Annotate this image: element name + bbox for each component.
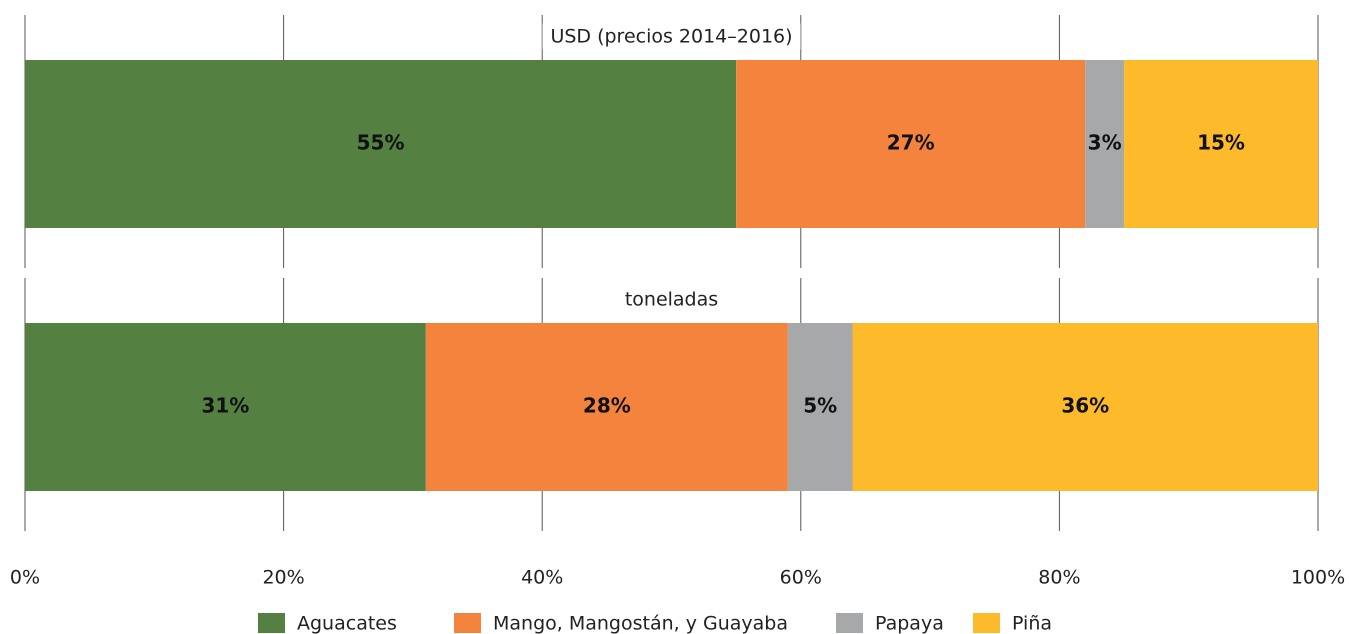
bar-segment <box>425 323 788 491</box>
bar-segment <box>787 323 853 491</box>
bar-segment <box>1124 60 1318 228</box>
title-bg <box>542 23 801 50</box>
x-tick-label: 60% <box>780 567 822 589</box>
data-label: 31% <box>201 394 249 418</box>
title-bg <box>616 286 727 313</box>
legend-label: Aguacates <box>297 613 397 634</box>
x-tick-label: 40% <box>521 567 563 589</box>
x-tick-label: 20% <box>262 567 304 589</box>
data-label: 55% <box>357 131 405 155</box>
legend-swatch <box>973 613 1000 633</box>
data-label: 3% <box>1088 131 1122 155</box>
x-tick-label: 100% <box>1291 567 1345 589</box>
bar-segment <box>25 323 426 491</box>
data-label: 28% <box>583 394 631 418</box>
legend-swatch <box>836 613 863 633</box>
panel-title: USD (precios 2014–2016) <box>550 26 792 48</box>
legend-swatch <box>258 613 285 633</box>
data-label: 36% <box>1061 394 1109 418</box>
panel-title: toneladas <box>625 289 718 311</box>
data-label: 5% <box>803 394 837 418</box>
x-tick-label: 80% <box>1038 567 1080 589</box>
bar-segment <box>852 323 1318 491</box>
bar-segment <box>736 60 1086 228</box>
data-label: 15% <box>1197 131 1245 155</box>
x-tick-label: 0% <box>10 567 40 589</box>
legend-label: Piña <box>1012 613 1052 634</box>
bar-segment <box>1085 60 1125 228</box>
data-label: 27% <box>887 131 935 155</box>
legend-label: Papaya <box>875 613 944 634</box>
bar-segment <box>25 60 737 228</box>
legend-label: Mango, Mangostán, y Guayaba <box>493 613 788 634</box>
legend-swatch <box>454 613 481 633</box>
